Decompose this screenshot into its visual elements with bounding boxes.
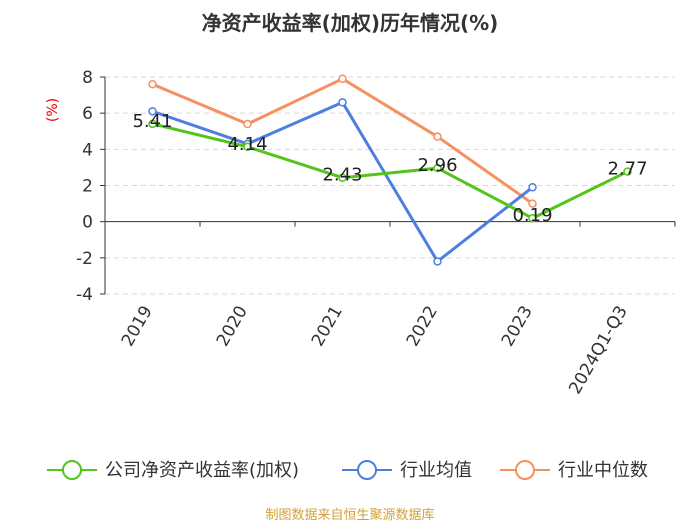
- y-tick-labels: -4 -2 0 2 4 6 8: [76, 68, 93, 305]
- x-tick-label: 2021: [308, 303, 347, 350]
- axes: [100, 76, 676, 295]
- y-tick-label: 4: [82, 140, 93, 160]
- legend: 公司净资产收益率(加权) 行业均值 行业中位数: [47, 460, 648, 481]
- data-point: [528, 213, 537, 223]
- data-point: [433, 132, 442, 141]
- y-tick-label: 2: [82, 177, 93, 197]
- legend-label: 公司净资产收益率(加权): [105, 460, 299, 481]
- y-tick-label: -2: [76, 249, 93, 269]
- series-line: [152, 122, 629, 220]
- data-point: [433, 257, 442, 266]
- data-label: 2.43: [322, 165, 362, 186]
- y-tick-label: 6: [82, 104, 93, 124]
- data-point: [243, 119, 252, 129]
- series-lines: [148, 74, 632, 266]
- y-tick-label: 0: [82, 213, 93, 233]
- source-footer: 制图数据来自恒生聚源数据库: [265, 507, 434, 523]
- legend-marker: [515, 460, 535, 480]
- data-label: 5.41: [132, 111, 172, 132]
- x-tick-label: 2020: [213, 303, 252, 350]
- legend-label: 行业中位数: [558, 460, 648, 481]
- y-tick-label: 8: [82, 68, 93, 88]
- x-tick-label: 2019: [118, 303, 157, 350]
- data-label: 4.14: [227, 134, 267, 155]
- data-point: [528, 199, 537, 208]
- y-tick-label: -4: [76, 285, 93, 305]
- data-point: [148, 107, 157, 116]
- x-tick-label: 2022: [403, 303, 442, 350]
- x-tick-label: 2024Q1-Q3: [565, 303, 632, 398]
- data-point: [338, 98, 347, 107]
- data-point: [243, 142, 252, 152]
- gridlines: [105, 76, 675, 295]
- data-point: [528, 183, 537, 192]
- x-tick-labels: 2019 2020 2021 2022 2023 2024Q1-Q3: [118, 303, 632, 398]
- legend-label: 行业均值: [400, 460, 472, 481]
- data-point: [338, 74, 347, 84]
- x-tick-label: 2023: [498, 303, 537, 350]
- data-label: 2.77: [607, 159, 647, 180]
- data-label: 0.19: [512, 205, 552, 226]
- data-point: [623, 167, 632, 176]
- y-axis-label: (%): [45, 98, 61, 122]
- data-labels: 5.41 4.14 2.43 2.96 0.19 2.77: [132, 111, 647, 226]
- legend-marker: [62, 460, 82, 480]
- data-point: [148, 119, 157, 129]
- data-point: [148, 79, 157, 89]
- legend-marker: [357, 460, 377, 480]
- data-point: [433, 163, 442, 173]
- chart-title: 净资产收益率(加权)历年情况(%): [202, 11, 499, 35]
- data-label: 2.96: [417, 155, 457, 176]
- data-point: [338, 173, 347, 182]
